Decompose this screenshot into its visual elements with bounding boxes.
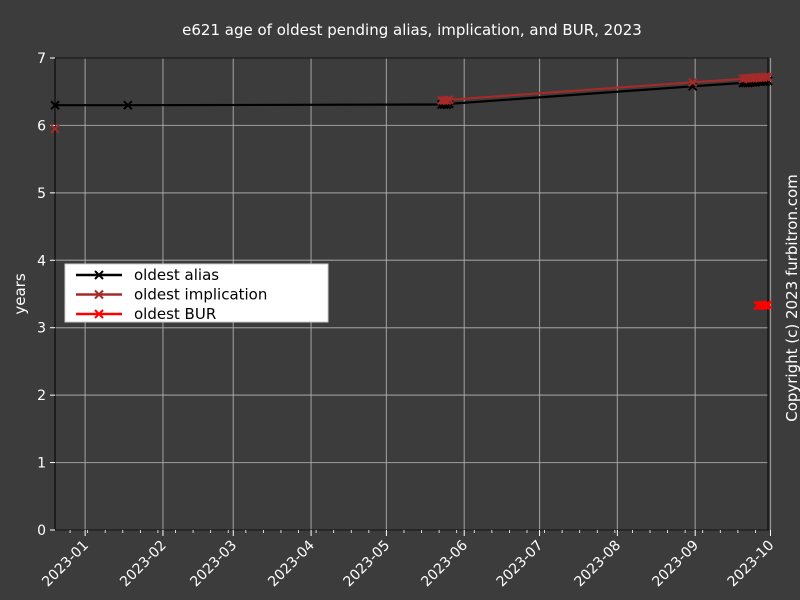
x-tick-label: 2023-10 [725,538,778,591]
x-tick-label: 2023-03 [187,538,240,591]
data-point [50,100,60,110]
y-tick-label: 7 [37,51,46,67]
y-tick-label: 3 [37,321,46,337]
legend-label: oldest implication [134,286,267,304]
data-point [760,72,771,82]
legend-box [64,263,329,323]
series-oldest-alias [50,76,773,110]
x-tick-label: 2023-04 [265,537,318,590]
x-tick-label: 2023-02 [117,538,170,591]
series-layer [50,72,773,311]
x-tick-label: 2023-09 [649,538,702,591]
x-tick-label: 2023-06 [418,537,471,590]
legend-marker [94,309,104,319]
y-tick-label: 1 [37,456,46,472]
data-point [123,100,133,110]
series-line [441,75,768,102]
legend-marker [94,289,104,300]
x-tick-label: 2023-08 [572,538,625,591]
x-tick-label: 2023-07 [494,538,547,591]
grid-lines [55,57,772,531]
legend-marker [94,270,104,280]
y-tick-label: 2 [37,388,46,404]
data-point [760,300,771,311]
chart-title: e621 age of oldest pending alias, implic… [182,21,642,39]
plot-frame [54,57,769,531]
copyright-text: Copyright (c) 2023 furbitron.com [783,174,800,422]
y-axis-label: years [11,273,29,314]
x-tick-label: 2023-05 [341,538,394,591]
x-tick-label: 2023-01 [39,538,92,591]
data-point [763,300,773,310]
y-tick-label: 6 [37,118,46,134]
y-tick-label: 5 [37,186,46,202]
y-tick-label: 0 [37,523,46,539]
y-tick-label: 4 [37,253,46,269]
data-point [441,95,452,106]
data-point [687,77,698,87]
legend-label: oldest alias [134,266,219,284]
legend-label: oldest BUR [134,305,216,323]
series-oldest-bur [753,300,773,311]
data-point [444,95,454,105]
data-point [763,72,773,82]
series-oldest-implication [50,72,773,134]
data-point [50,124,60,134]
